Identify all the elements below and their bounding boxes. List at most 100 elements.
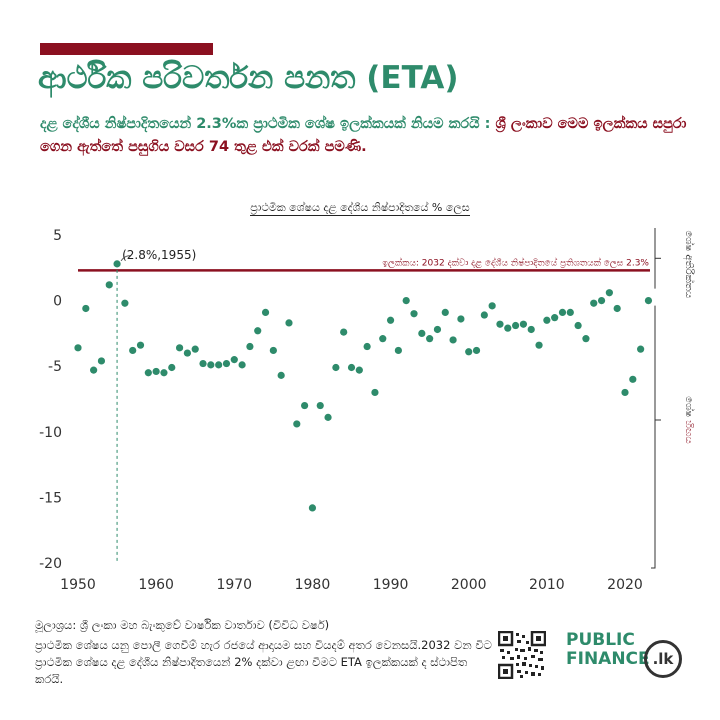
data-point xyxy=(207,361,215,369)
data-point xyxy=(605,289,613,297)
data-point xyxy=(222,359,231,368)
x-tick-label: 1960 xyxy=(138,577,174,593)
data-point xyxy=(566,308,574,317)
data-point xyxy=(144,369,152,377)
data-point xyxy=(355,366,363,374)
data-point xyxy=(74,344,82,352)
data-point xyxy=(332,363,340,372)
data-point xyxy=(363,342,371,351)
data-point xyxy=(551,314,559,322)
data-point xyxy=(105,281,113,289)
data-point xyxy=(574,321,582,330)
data-point xyxy=(371,388,379,397)
footer-note: ප්‍රාථමික ශේෂය යනු පොලී ගෙවීම් හැර රජයේ … xyxy=(35,638,492,686)
brand-line-1: PUBLIC xyxy=(566,630,635,650)
deficit-bracket xyxy=(651,305,656,569)
data-point xyxy=(496,320,504,328)
data-point xyxy=(191,345,199,353)
data-point xyxy=(441,308,449,317)
data-point xyxy=(113,260,121,268)
data-point xyxy=(238,361,246,369)
data-point xyxy=(136,341,145,349)
data-point xyxy=(246,342,254,351)
data-point xyxy=(590,299,598,307)
chart-title: ප්‍රාථමික ශේෂය දළ දේශීය නිෂ්පාදිතයේ % ලෙ… xyxy=(250,201,470,216)
data-point xyxy=(324,413,332,421)
y-tick-label: -5 xyxy=(48,359,62,375)
data-point xyxy=(394,346,402,355)
data-point xyxy=(97,357,106,365)
subtitle-green: දළ දේශීය නිෂ්පාදිතයෙන් 2.3%ක ප්‍රාථමික ශ… xyxy=(40,116,491,132)
data-point xyxy=(168,363,176,372)
y-tick-label: 0 xyxy=(53,294,62,310)
brand-badge: .lk xyxy=(644,640,682,678)
y-tick-label: -10 xyxy=(39,425,62,441)
page-title: ආර්ථික පරිවර්තන පනත (ETA) xyxy=(38,60,459,96)
chart-title-wrap: ප්‍රාථමික ශේෂය දළ දේශීය නිෂ්පාදිතයේ % ලෙ… xyxy=(0,201,720,216)
deficit-label: ශේෂ හිඟය xyxy=(683,396,696,443)
deficit-label-part: ශේෂ xyxy=(683,396,696,420)
data-point xyxy=(519,320,528,328)
data-point xyxy=(597,297,606,305)
y-tick-label: -20 xyxy=(39,556,62,572)
highlight-label: (2.8%,1955) xyxy=(122,248,196,262)
y-tick-label: -15 xyxy=(39,490,62,506)
data-point xyxy=(621,388,629,397)
data-point xyxy=(285,319,293,327)
data-point xyxy=(480,311,488,319)
data-point xyxy=(340,328,348,336)
data-point xyxy=(488,302,496,310)
x-tick-label: 2020 xyxy=(607,577,643,593)
x-tick-label: 2000 xyxy=(451,577,487,593)
data-point xyxy=(527,325,535,334)
data-point xyxy=(160,369,168,377)
data-point xyxy=(433,325,442,334)
deficit-label-highlight: හිඟය xyxy=(683,420,694,443)
data-point xyxy=(644,297,653,305)
x-tick-label: 2010 xyxy=(529,577,565,593)
data-point xyxy=(402,297,410,305)
data-point xyxy=(269,346,277,355)
data-point xyxy=(449,336,457,344)
x-tick-label: 1980 xyxy=(295,577,331,593)
data-point xyxy=(152,367,160,376)
data-point xyxy=(183,349,191,357)
highlight-pointer xyxy=(120,255,132,262)
data-point xyxy=(465,348,473,356)
data-point xyxy=(637,345,645,353)
x-tick-label: 1950 xyxy=(60,577,96,593)
data-point xyxy=(301,401,309,410)
qr-code-icon xyxy=(498,631,546,679)
data-point xyxy=(261,308,270,317)
brand-line-2: FINANCE xyxy=(566,649,650,669)
y-tick-label: 5 xyxy=(53,228,62,244)
data-point xyxy=(613,304,621,313)
data-point xyxy=(582,335,590,343)
data-point xyxy=(129,346,137,355)
x-tick-label: 1970 xyxy=(216,577,252,593)
data-point xyxy=(410,310,418,318)
footer-source: මූලාශ්‍රය: ශ්‍රී ලංකා මහ බැංකුවේ වාර්ෂික… xyxy=(35,618,330,632)
data-point xyxy=(511,321,520,330)
data-point xyxy=(457,315,465,323)
data-point xyxy=(543,316,551,324)
data-point xyxy=(215,361,223,369)
data-point xyxy=(277,371,285,379)
data-point xyxy=(347,363,356,372)
data-point xyxy=(308,504,317,512)
data-point xyxy=(535,341,543,349)
brand-logo: PUBLIC FINANCE xyxy=(566,631,650,669)
data-point xyxy=(90,366,98,374)
subtitle-red: ශ්‍රී ලංකාව මෙම ඉලක්කය සපුරා ගෙන ඇත්තේ ප… xyxy=(40,116,687,155)
data-point xyxy=(472,346,481,355)
data-point xyxy=(504,324,512,332)
data-point xyxy=(175,344,184,352)
target-label: ඉලක්කය: 2032 දක්වා දළ දේශීය නිෂ්පාදිතයේ … xyxy=(382,257,649,268)
x-tick-label: 1990 xyxy=(373,577,409,593)
data-point xyxy=(199,359,207,368)
data-point xyxy=(629,375,637,383)
data-point xyxy=(293,420,301,428)
data-point xyxy=(230,356,238,364)
surplus-label: ශේෂ අතිරික්තය xyxy=(683,230,696,298)
